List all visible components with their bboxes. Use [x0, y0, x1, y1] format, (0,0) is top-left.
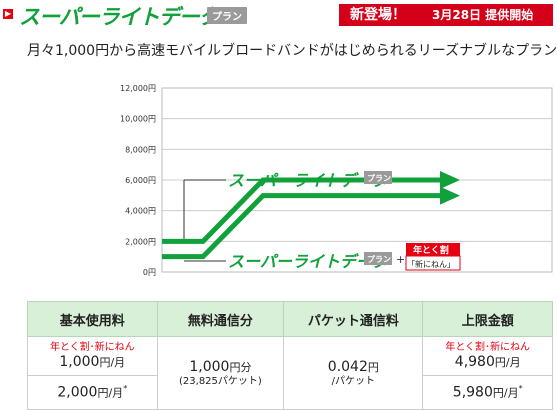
cap-regular-mark: *: [518, 384, 523, 394]
basic-regular-unit: 円/月: [97, 386, 124, 400]
basic-discount-cell: 年とく割･新にねん 1,000円/月: [27, 336, 158, 376]
discount-badge-top: 年とく割: [413, 244, 449, 256]
price-chart: 12,000円 10,000円 8,000円 6,000円 4,000円 2,000円 0円…: [120, 84, 553, 277]
table-row: 年とく割･新にねん 1,000円/月 1,000円分 (23,825パケット) …: [27, 336, 553, 410]
y-tick-label: 0円: [143, 268, 156, 277]
y-tick-label: 2,000円: [125, 237, 156, 246]
y-tick-label: 8,000円: [125, 145, 156, 154]
cap-discount-note: 年とく割･新にねん: [445, 342, 531, 353]
series-arrowhead-0: [440, 171, 460, 189]
series-line-1: [162, 193, 440, 260]
packet-unit: 円: [367, 360, 379, 374]
launch-date: 3月28日 提供開始: [432, 8, 534, 22]
plan-description: 月々1,000円から高速モバイルブロードバンドがはじめられるリーズナブルなプラン…: [27, 43, 557, 59]
cap-regular-price: 5,980: [452, 384, 493, 401]
cap-discount-unit: 円/月: [494, 356, 521, 369]
free-value: 1,000: [189, 358, 230, 375]
cap-discount-price: 4,980: [454, 354, 495, 370]
basic-regular-mark: *: [123, 384, 128, 394]
y-tick-label: 10,000円: [120, 115, 156, 124]
table-header-row: 基本使用料 無料通信分 パケット通信料 上限金額: [27, 301, 553, 337]
cap-discount-cell: 年とく割･新にねん 4,980円/月: [422, 336, 553, 376]
lower-series-title: スーパーライトデータ: [228, 252, 389, 271]
upper-series-badge: プラン: [367, 173, 391, 183]
discount-note: 年とく割･新にねん: [49, 342, 135, 353]
cap-regular-unit: 円/月: [492, 386, 519, 400]
series-line-0: [162, 177, 440, 244]
header-basic-fee: 基本使用料: [27, 301, 158, 337]
plus-sign: +: [396, 253, 405, 266]
free-allowance-cell: 1,000円分 (23,825パケット): [156, 336, 285, 410]
header-packet-fee: パケット通信料: [283, 301, 424, 337]
basic-regular-price: 2,000: [57, 384, 98, 401]
discount-badge-bg: [406, 243, 460, 256]
lower-series-badge: プラン: [367, 254, 391, 264]
play-icon: ▶: [3, 9, 13, 19]
y-tick-label: 12,000円: [120, 84, 156, 93]
basic-discount-unit: 円/月: [99, 356, 126, 369]
header: ▶ スーパーライトデータ プラン 新登場！ 3月28日 提供開始: [0, 0, 557, 29]
upper-series-title: スーパーライトデータ: [228, 171, 389, 190]
free-unit: 円分: [229, 360, 252, 374]
lower-series-badge-bg: [364, 252, 392, 265]
table-row: 2,000円/月* 5,980円/月*: [27, 375, 553, 410]
series-arrowhead-1: [440, 186, 460, 205]
plan-badge: プラン: [207, 7, 247, 24]
packet-value: 0.042: [327, 358, 368, 375]
y-tick-label: 6,000円: [125, 176, 156, 185]
packet-per: /パケット: [331, 375, 376, 387]
packet-fee-cell: 0.042円 /パケット: [283, 336, 424, 410]
discount-badge-bottom: 「新にねん」: [407, 259, 455, 269]
header-cap: 上限金額: [422, 301, 553, 337]
header-free-allowance: 無料通信分: [156, 301, 285, 337]
basic-discount-price: 1,000: [59, 354, 100, 370]
pricing-table: 基本使用料 無料通信分 パケット通信料 上限金額 年とく割･新にねん 1,000…: [27, 301, 553, 410]
new-label: 新登場！: [350, 7, 406, 23]
cap-regular-cell: 5,980円/月*: [422, 375, 553, 410]
y-tick-label: 4,000円: [125, 207, 156, 216]
free-packets: (23,825パケット): [179, 375, 262, 387]
launch-banner: 新登場！ 3月28日 提供開始: [339, 4, 553, 26]
basic-regular-cell: 2,000円/月*: [27, 375, 158, 410]
discount-badge-frame: [405, 255, 461, 271]
upper-series-badge-bg: [364, 171, 392, 184]
plan-title: スーパーライトデータ: [19, 5, 220, 29]
